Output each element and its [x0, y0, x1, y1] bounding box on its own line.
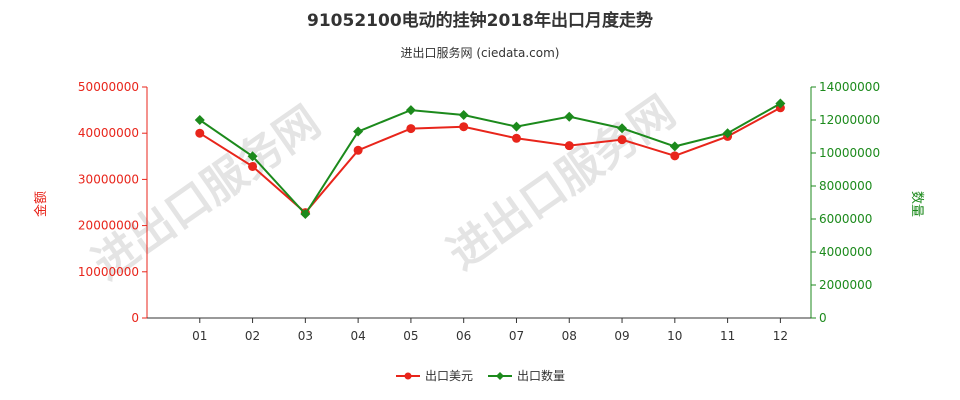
x-tick-label: 02	[245, 329, 260, 343]
series-2-point	[353, 126, 364, 137]
legend: 出口美元 出口数量	[396, 368, 565, 383]
series-1-point	[617, 135, 627, 145]
legend-label-2: 出口数量	[517, 368, 565, 383]
series-1-point	[564, 141, 574, 151]
watermarks: 进出口服务网 进出口服务网	[84, 87, 685, 290]
legend-marker-2	[496, 372, 504, 380]
x-tick-label: 10	[667, 329, 682, 343]
right-axis-ticks: 0 2000000 4000000 6000000 8000000 10000000 120…	[811, 80, 880, 325]
x-axis-ticks: 01 02 03 04 05 06 07 08 09 10 11 12	[192, 318, 788, 343]
right-axis-title: 数量	[909, 191, 924, 217]
x-tick-label: 11	[720, 329, 735, 343]
series-2-point	[511, 121, 522, 132]
series-1-point	[248, 161, 258, 171]
series-1-point	[406, 124, 416, 134]
series-2-point	[722, 128, 733, 139]
series-2-point	[669, 141, 680, 152]
right-tick-label: 4000000	[819, 245, 872, 259]
series-1-point	[459, 122, 469, 132]
x-tick-label: 04	[350, 329, 365, 343]
legend-marker-1	[404, 372, 412, 380]
left-tick-label: 30000000	[78, 172, 139, 186]
series-line-2	[199, 102, 781, 216]
x-tick-label: 01	[192, 329, 207, 343]
legend-label-1: 出口美元	[425, 369, 473, 383]
left-axis-title: 金额	[33, 191, 49, 217]
right-tick-label: 12000000	[819, 113, 880, 127]
series-2-point	[617, 123, 628, 134]
series-2-point	[405, 105, 416, 116]
series-layer	[194, 98, 786, 220]
series-2-point	[564, 111, 575, 122]
watermark-text-2: 进出口服务网	[439, 87, 685, 280]
series-2-point	[300, 209, 311, 220]
right-tick-label: 10000000	[819, 146, 880, 160]
left-tick-label: 10000000	[78, 265, 139, 279]
x-tick-label: 12	[773, 329, 788, 343]
left-tick-label: 20000000	[78, 219, 139, 233]
right-tick-label: 2000000	[819, 278, 872, 292]
series-2-point	[247, 151, 258, 162]
series-1-point	[511, 133, 521, 143]
chart-title: 91052100电动的挂钟2018年出口月度走势	[307, 10, 653, 31]
left-axis-ticks: 0 10000000 20000000 30000000 40000000 5000000…	[78, 80, 147, 325]
right-tick-label: 8000000	[819, 179, 872, 193]
left-tick-label: 50000000	[78, 80, 139, 94]
x-tick-label: 05	[403, 329, 418, 343]
right-tick-label: 0	[819, 311, 827, 325]
chart-subtitle: 进出口服务网 (ciedata.com)	[401, 45, 560, 60]
series-1-point	[195, 128, 205, 138]
x-tick-label: 06	[456, 329, 471, 343]
series-2-point	[458, 110, 469, 121]
x-tick-label: 07	[509, 329, 524, 343]
right-tick-label: 14000000	[819, 80, 880, 94]
left-tick-label: 40000000	[78, 126, 139, 140]
series-1-point	[670, 151, 680, 161]
series-1-point	[353, 145, 363, 155]
x-tick-label: 09	[614, 329, 629, 343]
series-2-point	[194, 115, 205, 125]
x-tick-label: 08	[562, 329, 577, 343]
left-tick-label: 0	[131, 311, 139, 325]
series-2-point	[775, 98, 786, 109]
x-tick-label: 03	[298, 329, 313, 343]
right-tick-label: 6000000	[819, 212, 872, 226]
axes	[146, 87, 812, 319]
